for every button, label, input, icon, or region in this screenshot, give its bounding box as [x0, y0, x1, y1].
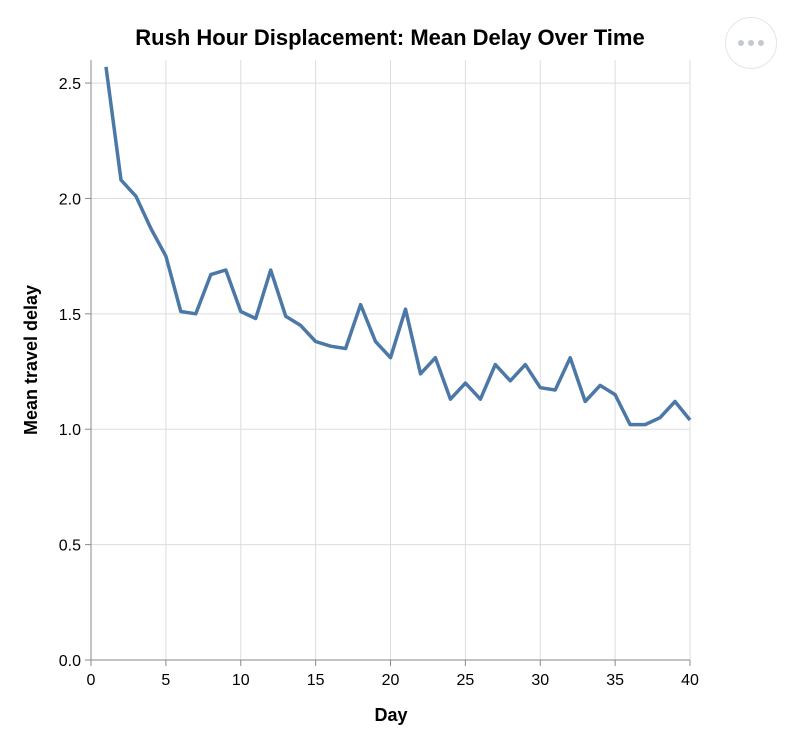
x-axis-title: Day — [374, 705, 407, 725]
y-axis-title: Mean travel delay — [21, 285, 41, 435]
axes: 0 5 10 15 20 25 30 35 40 0.0 0.5 1.0 1.5 2.0 2.5 — [59, 60, 699, 689]
chart-title: Rush Hour Displacement: Mean Delay Over … — [135, 25, 644, 50]
x-tick-label: 30 — [531, 672, 549, 689]
y-tick-label: 0.0 — [59, 653, 81, 670]
y-tick-label: 2.0 — [59, 191, 81, 208]
gridlines — [90, 60, 691, 661]
x-tick-label: 5 — [161, 672, 170, 689]
y-tick-label: 2.5 — [59, 76, 81, 93]
ellipsis-icon — [738, 40, 764, 46]
x-tick-label: 25 — [456, 672, 474, 689]
y-tick-label: 1.0 — [59, 422, 81, 439]
series-line — [104, 66, 692, 427]
x-tick-label: 20 — [382, 672, 400, 689]
x-tick-label: 35 — [606, 672, 624, 689]
x-tick-label: 10 — [232, 672, 250, 689]
y-tick-label: 1.5 — [59, 307, 81, 324]
y-tick-label: 0.5 — [59, 538, 81, 555]
x-tick-label: 40 — [681, 672, 699, 689]
x-tick-label: 15 — [307, 672, 325, 689]
actions-menu-button[interactable] — [725, 17, 777, 69]
x-tick-label: 0 — [87, 672, 96, 689]
series-layer — [104, 66, 692, 427]
